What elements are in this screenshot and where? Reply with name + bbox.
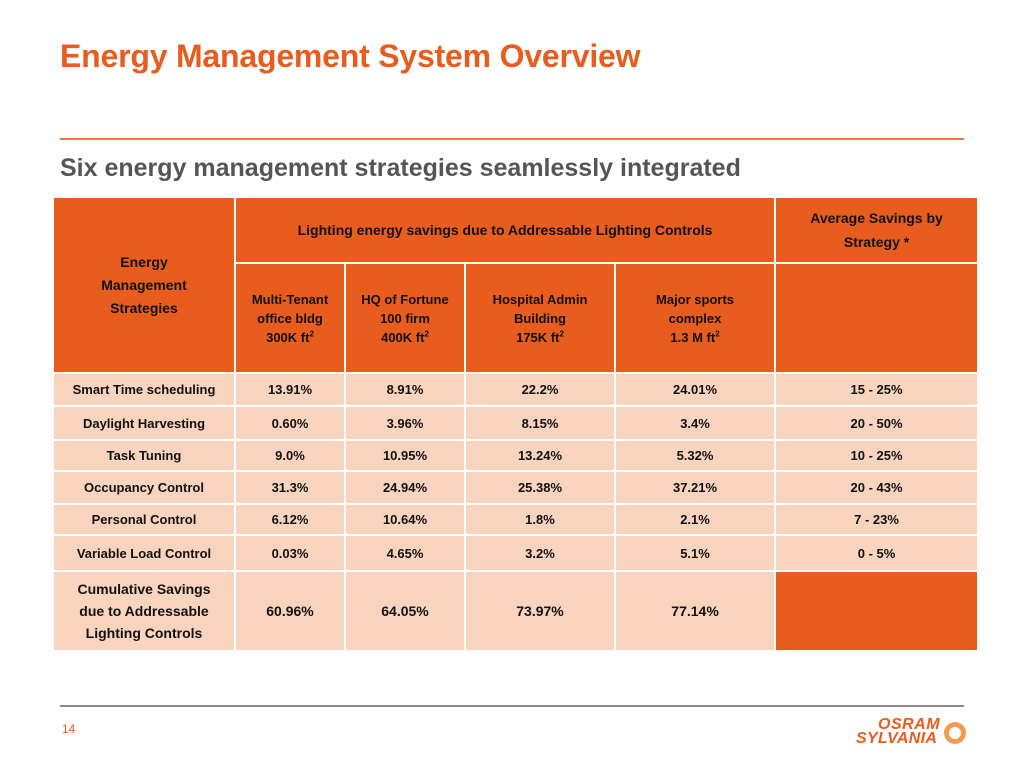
value-cell: 2.1% (613, 503, 777, 536)
site-line: HQ of Fortune (361, 291, 449, 307)
value-cell: 8.15% (464, 405, 616, 441)
site-area: 300K ft (266, 329, 310, 345)
site-header-hq-fortune: HQ of Fortune 100 firm 400K ft2 (344, 262, 466, 374)
value-cell: 13.24% (464, 439, 616, 472)
row-label: Variable Load Control (52, 534, 236, 572)
osram-sylvania-logo: OSRAM SYLVANIA (856, 716, 968, 750)
value-cell: 10.95% (344, 439, 466, 472)
site-area: 175K ft (516, 329, 560, 345)
average-header-blank (774, 262, 980, 374)
site-area-unit: 2 (309, 329, 314, 339)
cumulative-label: Cumulative Savings due to Addressable Li… (52, 570, 236, 652)
value-cell: 10.64% (344, 503, 466, 536)
strategies-header: Energy Management Strategies (52, 196, 236, 374)
value-cell: 25.38% (464, 470, 616, 505)
average-header-line: Strategy * (843, 234, 910, 250)
site-area-unit: 2 (715, 329, 720, 339)
value-cell: 9.0% (234, 439, 346, 472)
cumulative-value: 60.96% (234, 570, 346, 652)
row-label: Smart Time scheduling (52, 372, 236, 407)
cumulative-value: 64.05% (344, 570, 466, 652)
cumulative-average-blank (774, 570, 980, 652)
table-row: Personal Control 6.12% 10.64% 1.8% 2.1% … (52, 503, 980, 536)
row-label: Personal Control (52, 503, 236, 536)
value-cell: 5.1% (613, 534, 777, 572)
table-row: Task Tuning 9.0% 10.95% 13.24% 5.32% 10 … (52, 439, 980, 472)
value-cell: 5.32% (613, 439, 777, 472)
value-cell: 8.91% (344, 372, 466, 407)
average-cell: 7 - 23% (774, 503, 980, 536)
average-header-line: Average Savings by (810, 210, 943, 226)
site-header-sports-complex: Major sports complex 1.3 M ft2 (613, 262, 777, 374)
cumulative-label-line: due to Addressable (79, 603, 209, 619)
table-row: Daylight Harvesting 0.60% 3.96% 8.15% 3.… (52, 405, 980, 441)
site-line: 100 firm (380, 310, 430, 326)
average-cell: 0 - 5% (774, 534, 980, 572)
value-cell: 6.12% (234, 503, 346, 536)
cumulative-value: 77.14% (613, 570, 777, 652)
average-cell: 10 - 25% (774, 439, 980, 472)
site-line: complex (668, 310, 722, 326)
footer-divider (60, 705, 964, 707)
value-cell: 24.94% (344, 470, 466, 505)
strategies-header-line: Energy (120, 253, 168, 270)
table-header-row: Energy Management Strategies Lighting en… (52, 196, 980, 374)
value-cell: 3.4% (613, 405, 777, 441)
title-divider (60, 138, 964, 140)
table-row: Smart Time scheduling 13.91% 8.91% 22.2%… (52, 372, 980, 407)
logo-bulb-icon (944, 722, 966, 744)
table-row: Variable Load Control 0.03% 4.65% 3.2% 5… (52, 534, 980, 572)
site-header-hospital: Hospital Admin Building 175K ft2 (464, 262, 616, 374)
value-cell: 0.03% (234, 534, 346, 572)
site-header-multi-tenant: Multi-Tenant office bldg 300K ft2 (234, 262, 346, 374)
site-header-row: Multi-Tenant office bldg 300K ft2 HQ of … (53, 262, 980, 374)
value-cell: 13.91% (234, 372, 346, 407)
site-line: Major sports (656, 291, 735, 307)
slide-title: Energy Management System Overview (60, 38, 641, 74)
logo-osram-text: OSRAM (878, 716, 941, 733)
site-area: 400K ft (381, 329, 425, 345)
savings-group-header: Lighting energy savings due to Addressab… (233, 196, 777, 264)
row-label: Occupancy Control (52, 470, 236, 505)
strategies-header-line: Strategies (110, 299, 178, 316)
value-cell: 22.2% (464, 372, 616, 407)
strategies-header-line: Management (101, 276, 187, 293)
row-label: Daylight Harvesting (52, 405, 236, 441)
value-cell: 37.21% (613, 470, 777, 505)
average-cell: 15 - 25% (774, 372, 980, 407)
value-cell: 31.3% (234, 470, 346, 505)
row-label: Task Tuning (52, 439, 236, 472)
site-line: Multi-Tenant (251, 291, 329, 307)
site-area-unit: 2 (559, 329, 564, 339)
value-cell: 1.8% (464, 503, 616, 536)
page-number: 14 (62, 722, 76, 736)
site-line: Hospital Admin (492, 291, 588, 307)
cumulative-label-line: Lighting Controls (85, 625, 203, 641)
average-cell: 20 - 43% (774, 470, 980, 505)
site-line: office bldg (257, 310, 323, 326)
cumulative-value: 73.97% (464, 570, 616, 652)
average-cell: 20 - 50% (774, 405, 980, 441)
average-savings-header: Average Savings by Strategy * (774, 196, 980, 264)
table-row: Occupancy Control 31.3% 24.94% 25.38% 37… (52, 470, 980, 505)
value-cell: 0.60% (234, 405, 346, 441)
logo-sylvania-text: SYLVANIA (856, 730, 938, 747)
site-area-unit: 2 (424, 329, 429, 339)
site-line: Building (514, 310, 566, 326)
cumulative-row: Cumulative Savings due to Addressable Li… (52, 570, 980, 652)
value-cell: 24.01% (613, 372, 777, 407)
slide-subtitle: Six energy management strategies seamles… (60, 154, 741, 182)
site-area: 1.3 M ft (670, 329, 716, 345)
value-cell: 3.96% (344, 405, 466, 441)
savings-table: Energy Management Strategies Lighting en… (52, 196, 980, 652)
value-cell: 3.2% (464, 534, 616, 572)
cumulative-label-line: Cumulative Savings (77, 581, 211, 597)
value-cell: 4.65% (344, 534, 466, 572)
